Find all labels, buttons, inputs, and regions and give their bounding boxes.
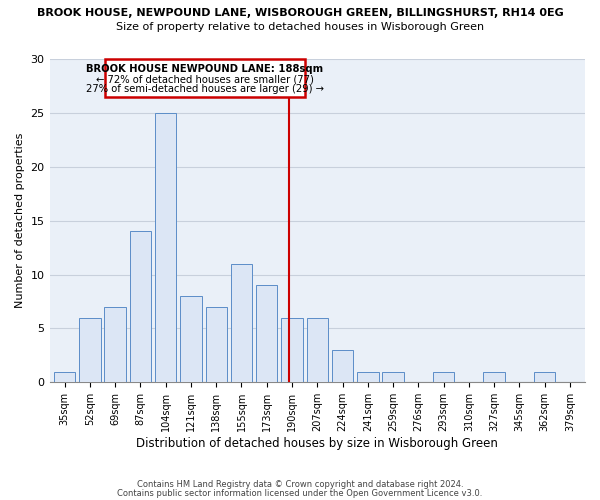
Bar xyxy=(484,372,505,382)
Text: BROOK HOUSE NEWPOUND LANE: 188sqm: BROOK HOUSE NEWPOUND LANE: 188sqm xyxy=(86,64,323,74)
FancyBboxPatch shape xyxy=(105,59,305,96)
Bar xyxy=(534,372,556,382)
Bar xyxy=(382,372,404,382)
Bar xyxy=(130,232,151,382)
Bar xyxy=(155,113,176,382)
Text: ← 72% of detached houses are smaller (77): ← 72% of detached houses are smaller (77… xyxy=(96,74,314,84)
Bar xyxy=(206,307,227,382)
Bar xyxy=(281,318,303,382)
Bar xyxy=(54,372,76,382)
Bar xyxy=(231,264,252,382)
Bar xyxy=(307,318,328,382)
Bar xyxy=(79,318,101,382)
Bar xyxy=(104,307,126,382)
Text: Contains public sector information licensed under the Open Government Licence v3: Contains public sector information licen… xyxy=(118,489,482,498)
X-axis label: Distribution of detached houses by size in Wisborough Green: Distribution of detached houses by size … xyxy=(136,437,498,450)
Bar xyxy=(433,372,454,382)
Bar xyxy=(357,372,379,382)
Text: Size of property relative to detached houses in Wisborough Green: Size of property relative to detached ho… xyxy=(116,22,484,32)
Bar xyxy=(180,296,202,382)
Text: 27% of semi-detached houses are larger (29) →: 27% of semi-detached houses are larger (… xyxy=(86,84,324,94)
Text: BROOK HOUSE, NEWPOUND LANE, WISBOROUGH GREEN, BILLINGSHURST, RH14 0EG: BROOK HOUSE, NEWPOUND LANE, WISBOROUGH G… xyxy=(37,8,563,18)
Bar xyxy=(256,286,277,382)
Text: Contains HM Land Registry data © Crown copyright and database right 2024.: Contains HM Land Registry data © Crown c… xyxy=(137,480,463,489)
Y-axis label: Number of detached properties: Number of detached properties xyxy=(15,133,25,308)
Bar xyxy=(332,350,353,382)
